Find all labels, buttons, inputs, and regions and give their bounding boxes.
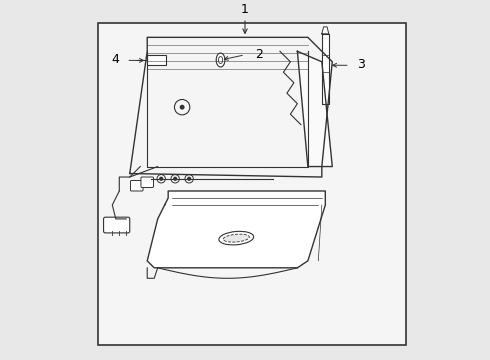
- Text: 1: 1: [241, 3, 249, 16]
- FancyBboxPatch shape: [147, 55, 167, 65]
- Circle shape: [188, 177, 191, 180]
- Polygon shape: [297, 51, 332, 167]
- Circle shape: [174, 177, 176, 180]
- FancyBboxPatch shape: [98, 23, 406, 345]
- Polygon shape: [147, 191, 325, 268]
- FancyBboxPatch shape: [103, 217, 130, 233]
- Text: 4: 4: [111, 53, 119, 66]
- Ellipse shape: [216, 53, 225, 67]
- Polygon shape: [322, 34, 329, 104]
- Text: 3: 3: [357, 58, 365, 71]
- Text: 2: 2: [255, 48, 263, 60]
- FancyBboxPatch shape: [130, 180, 143, 191]
- FancyBboxPatch shape: [141, 177, 153, 188]
- Ellipse shape: [219, 231, 254, 245]
- Polygon shape: [322, 27, 329, 34]
- Circle shape: [160, 177, 163, 180]
- Circle shape: [180, 105, 184, 109]
- Ellipse shape: [223, 234, 249, 242]
